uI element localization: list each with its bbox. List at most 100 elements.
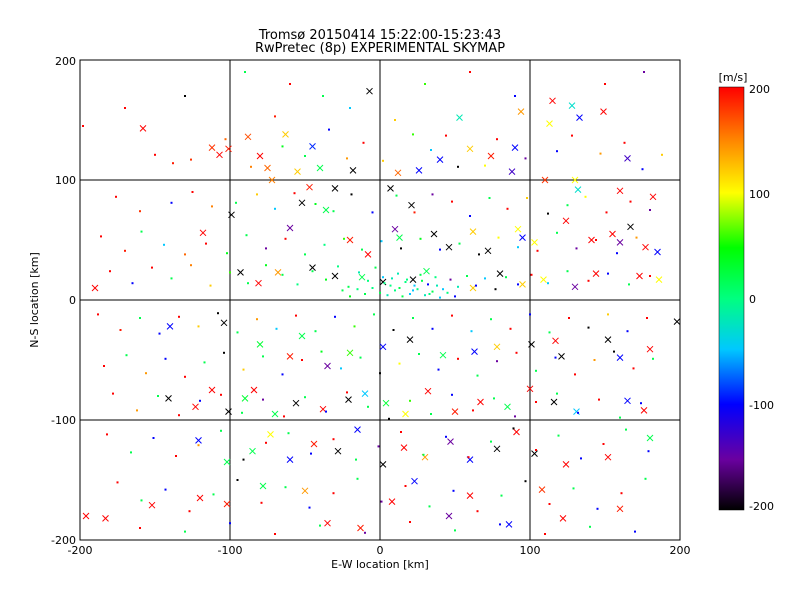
- data-point-cross: [477, 398, 484, 406]
- data-point-dot: [484, 164, 486, 167]
- data-point-cross: [345, 396, 352, 403]
- data-point-dot: [412, 317, 414, 319]
- data-point-dot: [613, 350, 615, 353]
- data-point-dot: [158, 332, 161, 335]
- data-point-cross: [408, 201, 415, 209]
- data-point-cross: [316, 164, 324, 172]
- data-point-cross: [436, 156, 444, 163]
- data-point-cross: [391, 225, 399, 233]
- colorbar: [718, 86, 745, 511]
- data-point-cross: [324, 519, 331, 527]
- data-point-dot: [242, 368, 245, 371]
- data-point-dot: [140, 499, 143, 502]
- data-point-cross: [519, 234, 526, 241]
- data-point-cross: [324, 362, 331, 370]
- data-point-dot: [646, 317, 648, 319]
- data-point-dot: [178, 414, 180, 417]
- data-point-dot: [220, 429, 222, 432]
- data-point-dot: [394, 289, 396, 292]
- data-point-cross: [91, 284, 99, 292]
- data-point-cross: [400, 444, 408, 451]
- data-point-cross: [511, 144, 519, 151]
- data-point-dot: [130, 451, 132, 454]
- data-point-cross: [196, 494, 204, 502]
- data-point-dot: [209, 284, 212, 287]
- data-point-dot: [644, 477, 647, 480]
- data-point-dot: [424, 83, 426, 85]
- data-point-dot: [349, 295, 351, 298]
- data-point-cross: [609, 230, 616, 238]
- data-point-dot: [296, 283, 299, 286]
- data-point-dot: [497, 236, 500, 239]
- data-point-cross: [166, 323, 174, 330]
- data-point-dot: [332, 492, 335, 495]
- data-point-dot: [164, 488, 167, 491]
- data-point-cross: [402, 410, 409, 418]
- data-point-dot: [509, 327, 512, 330]
- data-point-dot: [620, 492, 623, 495]
- data-point-cross: [642, 243, 649, 251]
- data-point-dot: [358, 271, 360, 274]
- data-point-dot: [356, 288, 359, 291]
- data-point-dot: [623, 141, 626, 144]
- data-point-cross: [624, 397, 631, 405]
- data-point-dot: [334, 315, 336, 318]
- data-point-cross: [616, 505, 624, 513]
- data-point-dot: [325, 278, 327, 281]
- data-point-dot: [262, 355, 264, 358]
- data-point-dot: [424, 294, 426, 297]
- data-point-cross: [646, 345, 654, 353]
- data-point-dot: [119, 329, 122, 331]
- data-point-cross: [504, 403, 511, 411]
- data-point-dot: [457, 165, 459, 168]
- data-point-dot: [310, 452, 312, 455]
- data-point-dot: [607, 313, 609, 316]
- data-point-dot: [445, 435, 447, 438]
- data-point-dot: [496, 360, 498, 363]
- data-point-dot: [359, 356, 362, 359]
- data-point-dot: [587, 326, 590, 329]
- data-point-dot: [151, 266, 153, 269]
- data-point-dot: [289, 83, 291, 85]
- data-point-dot: [436, 284, 438, 287]
- x-tick-labels: -200 -100 0 100 200: [68, 544, 691, 557]
- data-point-dot: [265, 247, 267, 250]
- data-point-dot: [484, 277, 486, 280]
- data-point-dot: [367, 279, 369, 282]
- data-point-dot: [640, 402, 642, 405]
- data-point-cross: [208, 144, 216, 151]
- data-point-dot: [304, 155, 306, 157]
- data-point-dot: [431, 193, 434, 196]
- data-point-dot: [571, 134, 573, 137]
- data-point-dot: [409, 521, 411, 523]
- data-point-cross: [531, 239, 538, 246]
- data-point-cross: [396, 234, 403, 241]
- data-point-dot: [643, 71, 645, 73]
- data-point-dot: [164, 357, 167, 360]
- data-point-dot: [619, 416, 621, 419]
- data-point-dot: [575, 247, 578, 250]
- data-point-dot: [457, 285, 459, 288]
- data-point-dot: [635, 236, 638, 239]
- data-point-cross: [259, 482, 267, 490]
- data-point-dot: [184, 530, 186, 533]
- colorbar-tick-label: 0: [749, 293, 756, 306]
- data-point-dot: [136, 409, 138, 412]
- data-point-dot: [343, 237, 345, 240]
- data-point-dot: [284, 486, 287, 489]
- data-point-cross: [451, 408, 459, 415]
- data-point-cross: [538, 486, 546, 493]
- data-point-dot: [634, 530, 636, 533]
- x-tick-label: 200: [670, 544, 691, 557]
- data-point-dot: [556, 392, 558, 395]
- data-point-dot: [382, 276, 384, 279]
- data-point-dot: [535, 401, 537, 403]
- data-point-dot: [100, 235, 102, 238]
- data-points: [82, 71, 681, 535]
- data-point-dot: [139, 527, 141, 529]
- data-point-cross: [471, 348, 478, 355]
- data-point-dot: [469, 215, 471, 217]
- data-point-dot: [377, 445, 380, 448]
- data-point-dot: [367, 405, 369, 408]
- data-point-dot: [566, 204, 569, 207]
